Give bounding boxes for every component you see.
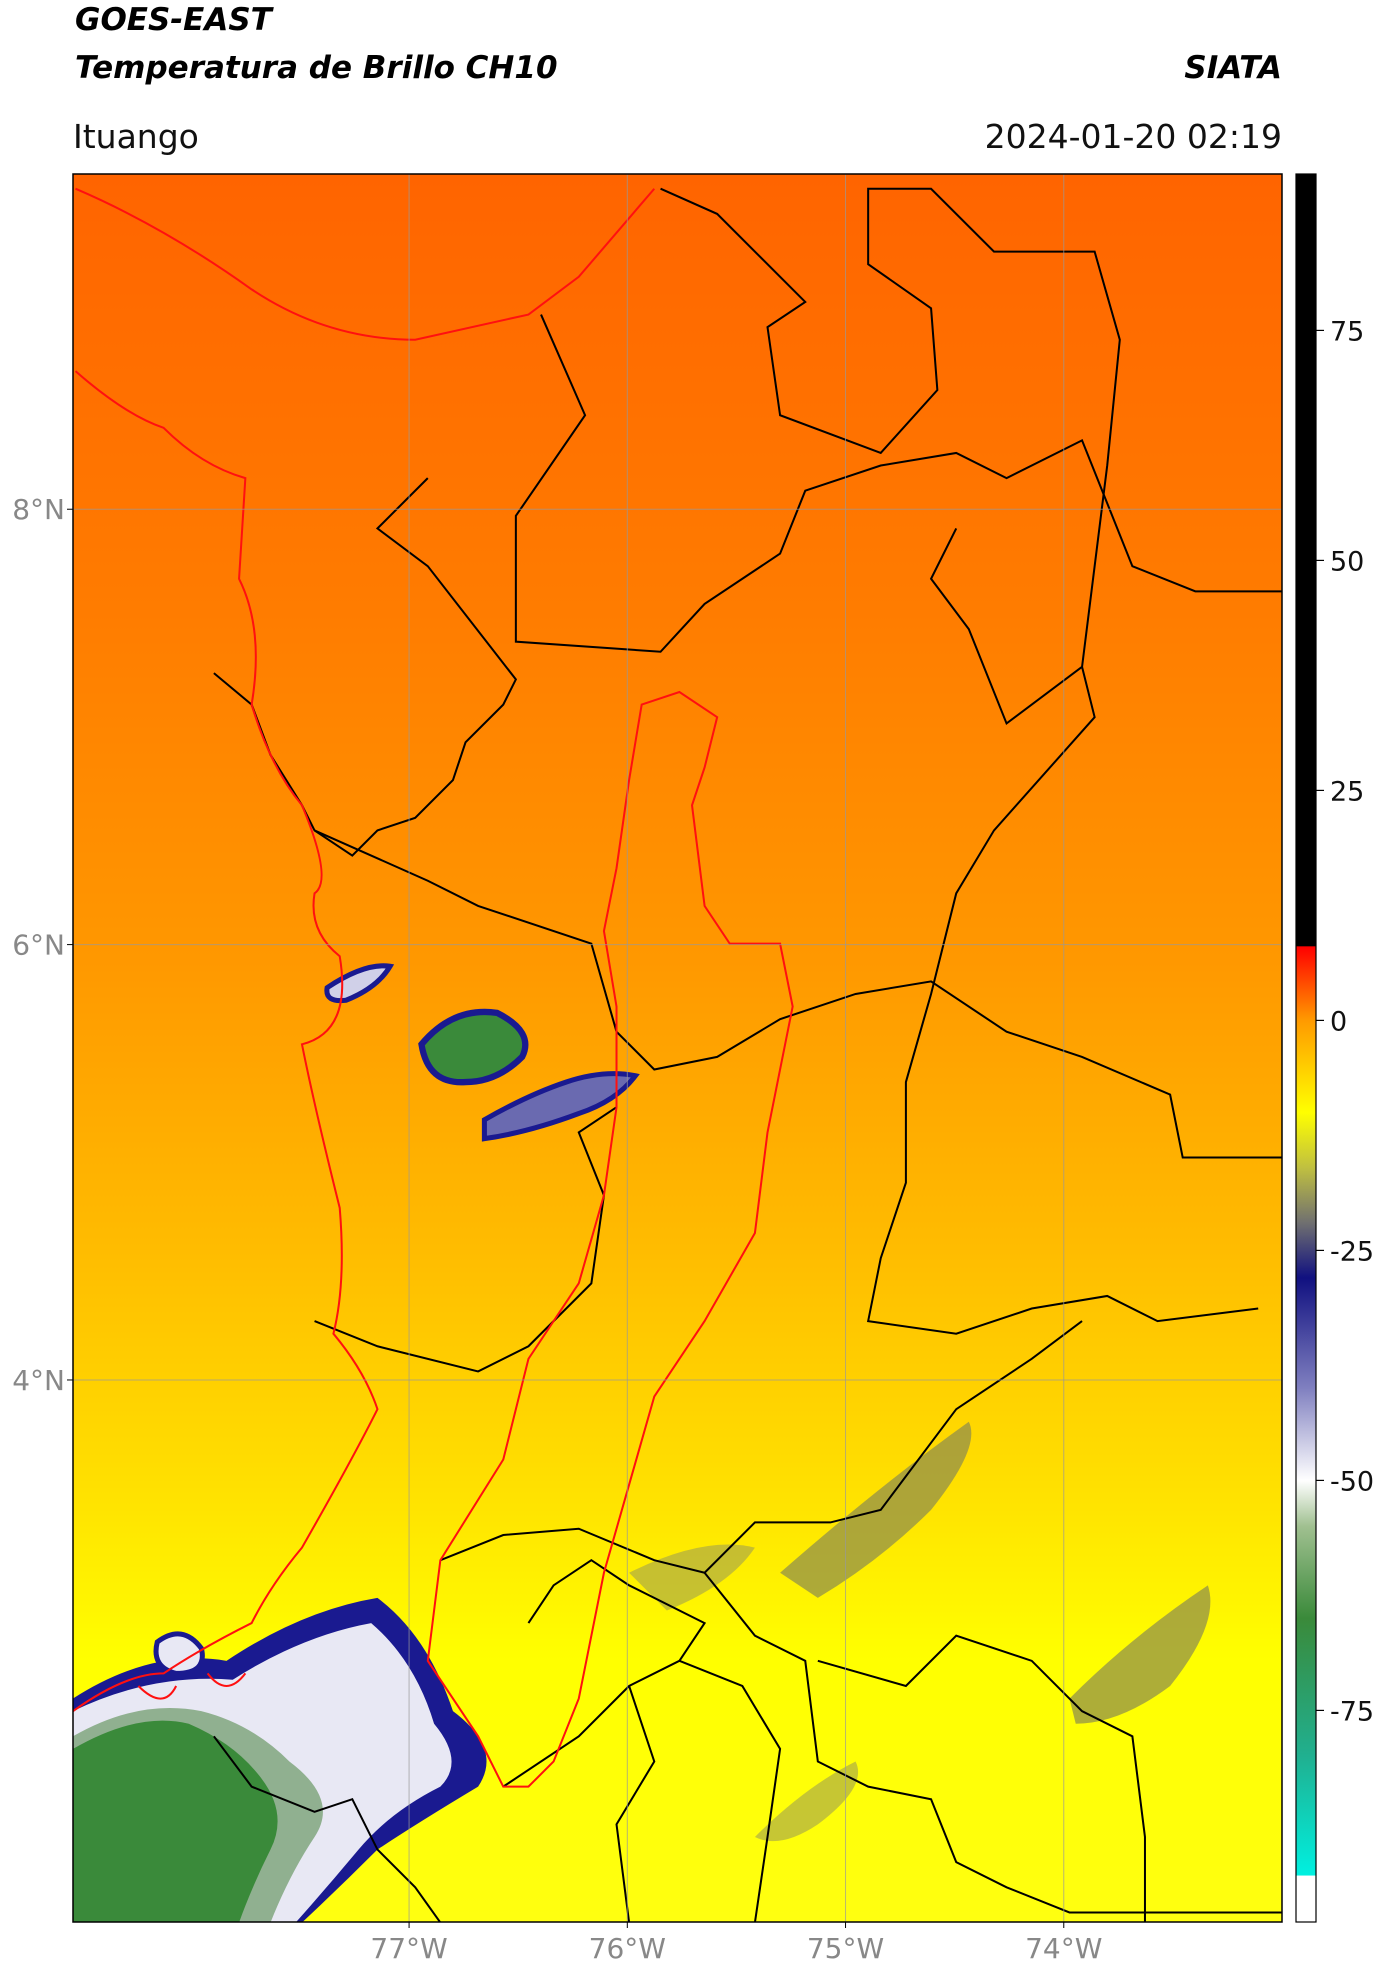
grid [73,174,1282,1922]
y-tick-label: 4°N [12,1364,65,1397]
title: GOES-EAST [75,2,275,38]
x-tick-label: 77°W [370,1932,447,1965]
source: SIATA [1184,50,1282,86]
colorbar-tick-label: 25 [1330,776,1364,807]
colorbar-tick-label: 50 [1330,546,1364,577]
colorbar-tick-label: -75 [1330,1696,1374,1727]
red-outlines [73,187,794,1788]
map-area [73,174,1282,1922]
x-tick-label: 76°W [589,1932,666,1965]
colorbar-tick-label: -25 [1330,1236,1374,1267]
colorbar [1295,173,1317,1923]
x-tick-label: 75°W [807,1932,884,1965]
map-frame [72,173,1283,1923]
colorbar-tick-label: 0 [1330,1006,1347,1037]
datetime: 2024-01-20 02:19 [985,117,1282,156]
colorbar-tick-label: 75 [1330,316,1364,347]
y-tick-label: 8°N [12,493,65,526]
y-tick-label: 6°N [12,929,65,962]
colorbar-tick-label: -50 [1330,1466,1374,1497]
clouds [73,963,1211,1922]
subtitle: Temperatura de Brillo CH10 [75,50,558,86]
location: Ituango [73,117,199,156]
map-background [73,174,1282,1922]
x-tick-label: 74°W [1025,1932,1102,1965]
borders [213,187,1282,1922]
map-features [73,187,1282,1922]
